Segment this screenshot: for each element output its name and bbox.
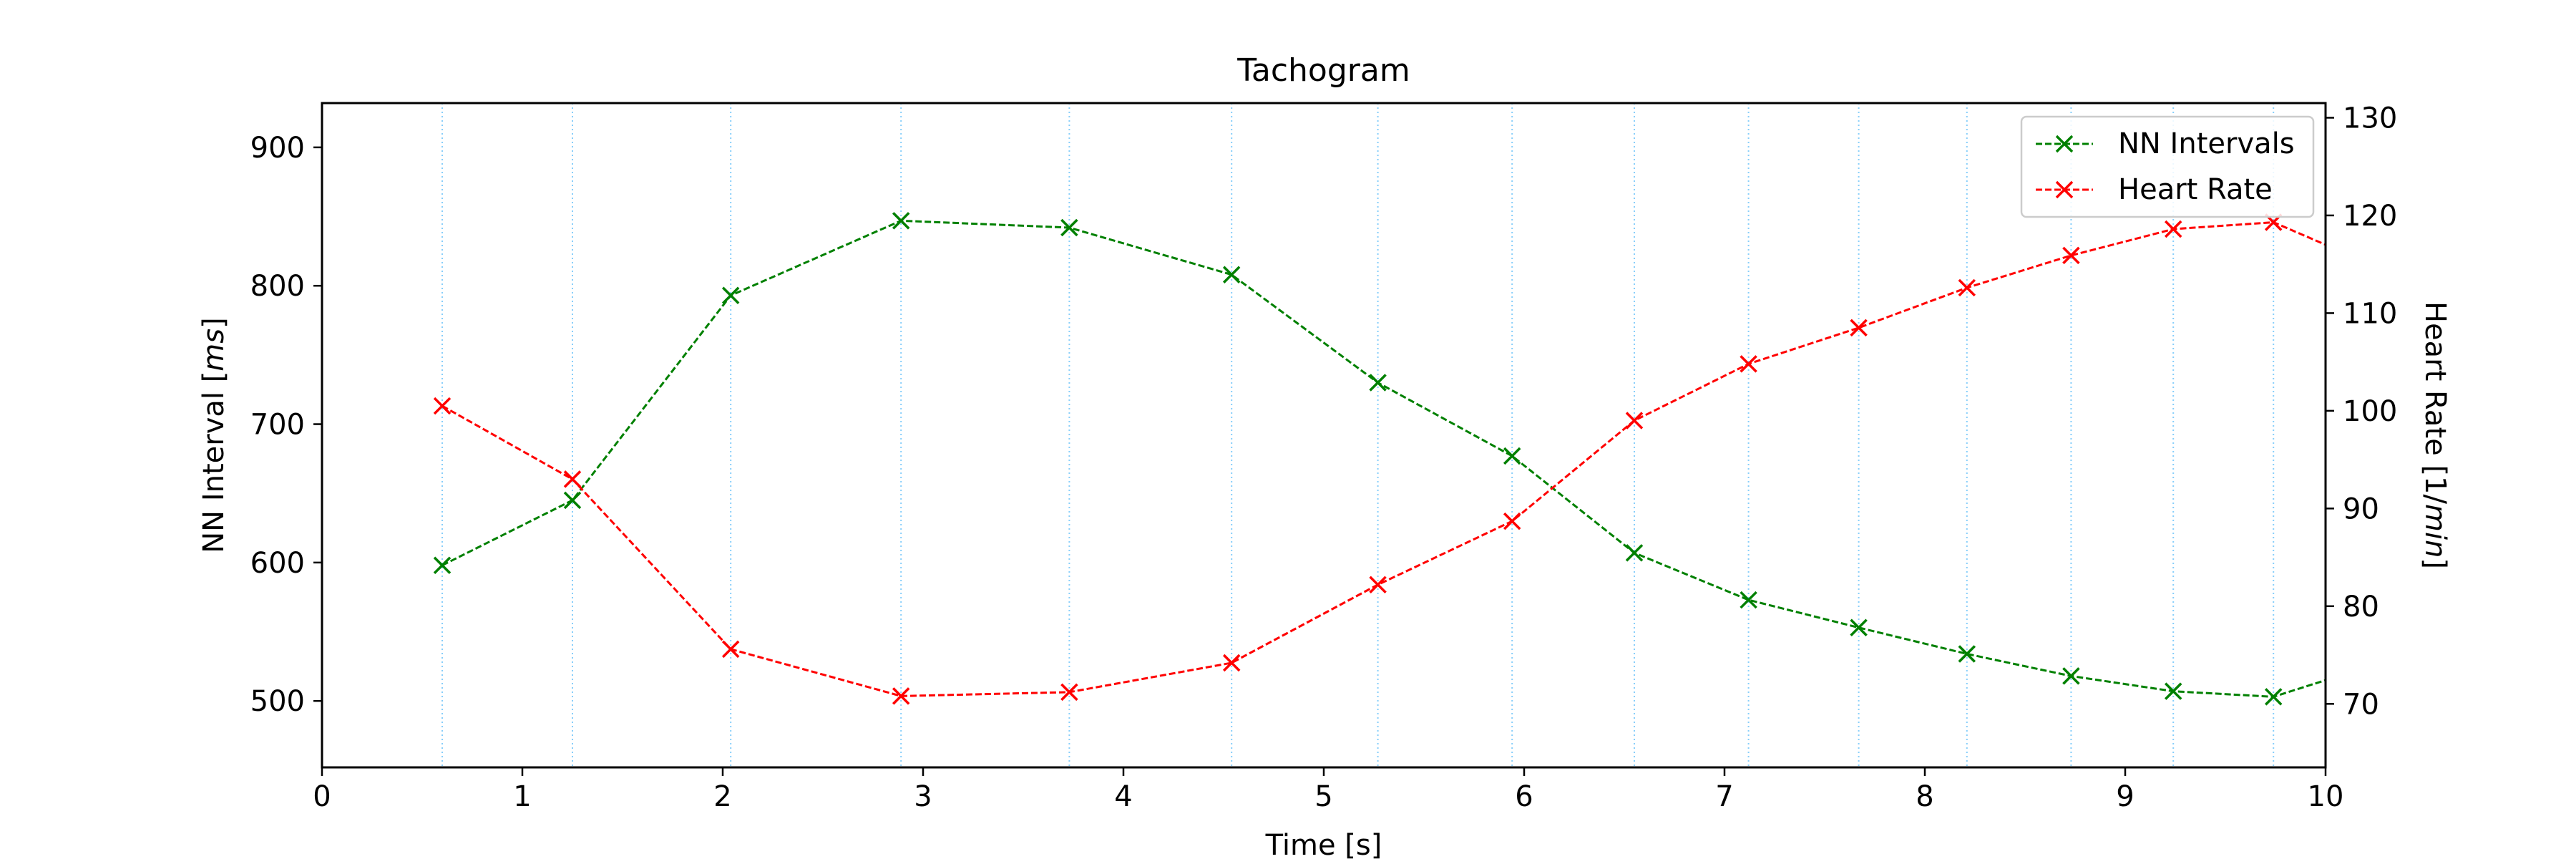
x-tick-label-8: 8 <box>1916 780 1933 813</box>
marker-heart-rate-9 <box>1740 355 1757 373</box>
x-tick-label-3: 3 <box>914 780 932 813</box>
x-tick-label-9: 9 <box>2116 780 2134 813</box>
marker-nn-intervals-2 <box>721 286 740 304</box>
left-y-axis: 500 600 700 800 900 <box>250 132 322 718</box>
marker-nn-intervals-4 <box>1060 218 1078 237</box>
marker-heart-rate-3 <box>892 687 910 705</box>
marker-nn-intervals-10 <box>1850 618 1868 636</box>
left-y-tick-label-3: 800 <box>250 270 305 303</box>
series-layer <box>433 212 2326 706</box>
x-tick-label-6: 6 <box>1515 780 1533 813</box>
right-y-tick-label-4: 110 <box>2343 297 2397 330</box>
x-tick-label-0: 0 <box>313 780 331 813</box>
marker-nn-intervals-13 <box>2164 682 2182 700</box>
x-tick-label-5: 5 <box>1314 780 1332 813</box>
left-y-tick-label-1: 600 <box>250 547 305 580</box>
series-heart-rate <box>433 213 2326 705</box>
marker-nn-intervals-9 <box>1740 591 1757 609</box>
marker-nn-intervals-6 <box>1369 374 1387 392</box>
legend: NN Intervals Heart Rate <box>2020 115 2315 218</box>
marker-nn-intervals-5 <box>1222 266 1241 283</box>
right-y-tick-label-2: 90 <box>2343 492 2379 525</box>
legend-entry-heart-rate: Heart Rate <box>2036 173 2273 206</box>
marker-heart-rate-12 <box>2062 246 2080 265</box>
marker-heart-rate-0 <box>433 397 452 415</box>
x-tick-label-4: 4 <box>1114 780 1132 813</box>
legend-box <box>2020 115 2315 218</box>
marker-heart-rate-1 <box>563 470 582 488</box>
marker-nn-intervals-14 <box>2264 688 2283 706</box>
series-line-nn-intervals <box>441 219 2326 698</box>
chart-title: Tachogram <box>1236 52 1410 89</box>
marker-heart-rate-6 <box>1369 576 1387 594</box>
marker-nn-intervals-8 <box>1625 544 1644 562</box>
marker-heart-rate-10 <box>1850 319 1868 337</box>
x-tick-label-10: 10 <box>2308 780 2344 813</box>
x-axis: 0 1 2 3 4 5 6 7 8 9 10 <box>313 767 2343 813</box>
left-y-tick-label-2: 700 <box>250 409 305 442</box>
marker-nn-intervals-0 <box>433 556 452 574</box>
legend-marker-heart-rate <box>2055 180 2074 199</box>
marker-nn-intervals-7 <box>1503 447 1521 465</box>
right-y-tick-label-1: 80 <box>2343 591 2379 623</box>
left-y-tick-label-0: 500 <box>250 685 305 718</box>
right-y-tick-label-6: 130 <box>2343 102 2397 135</box>
marker-nn-intervals-1 <box>563 491 582 510</box>
x-tick-label-2: 2 <box>713 780 731 813</box>
x-tick-label-7: 7 <box>1715 780 1733 813</box>
marker-heart-rate-4 <box>1060 683 1078 702</box>
legend-marker-nn-intervals <box>2055 135 2074 153</box>
marker-heart-rate-7 <box>1503 512 1521 530</box>
series-line-heart-rate <box>441 220 2326 697</box>
right-y-tick-label-5: 120 <box>2343 200 2397 233</box>
marker-heart-rate-8 <box>1625 412 1644 430</box>
right-y-tick-label-3: 100 <box>2343 395 2397 428</box>
marker-heart-rate-5 <box>1222 654 1241 672</box>
series-nn-intervals <box>433 212 2326 706</box>
right-y-axis-label: Heart Rate [1/min] <box>2419 301 2451 569</box>
right-y-tick-label-0: 70 <box>2343 688 2379 721</box>
marker-nn-intervals-11 <box>1958 645 1976 663</box>
marker-nn-intervals-12 <box>2062 667 2080 685</box>
vertical-grid <box>441 103 2275 767</box>
legend-label-heart-rate: Heart Rate <box>2118 173 2273 206</box>
marker-heart-rate-2 <box>721 640 740 659</box>
x-axis-label: Time [s] <box>1265 829 1382 859</box>
left-y-tick-label-4: 900 <box>250 132 305 165</box>
legend-label-nn-intervals: NN Intervals <box>2118 127 2295 160</box>
marker-heart-rate-11 <box>1958 278 1976 297</box>
marker-nn-intervals-3 <box>892 212 910 230</box>
left-y-axis-label: NN Interval [ms] <box>197 317 230 553</box>
marker-heart-rate-13 <box>2164 220 2182 238</box>
right-y-axis: 70 80 90 100 110 120 130 <box>2326 102 2397 721</box>
x-tick-label-1: 1 <box>513 780 531 813</box>
legend-entry-nn-intervals: NN Intervals <box>2036 127 2295 160</box>
